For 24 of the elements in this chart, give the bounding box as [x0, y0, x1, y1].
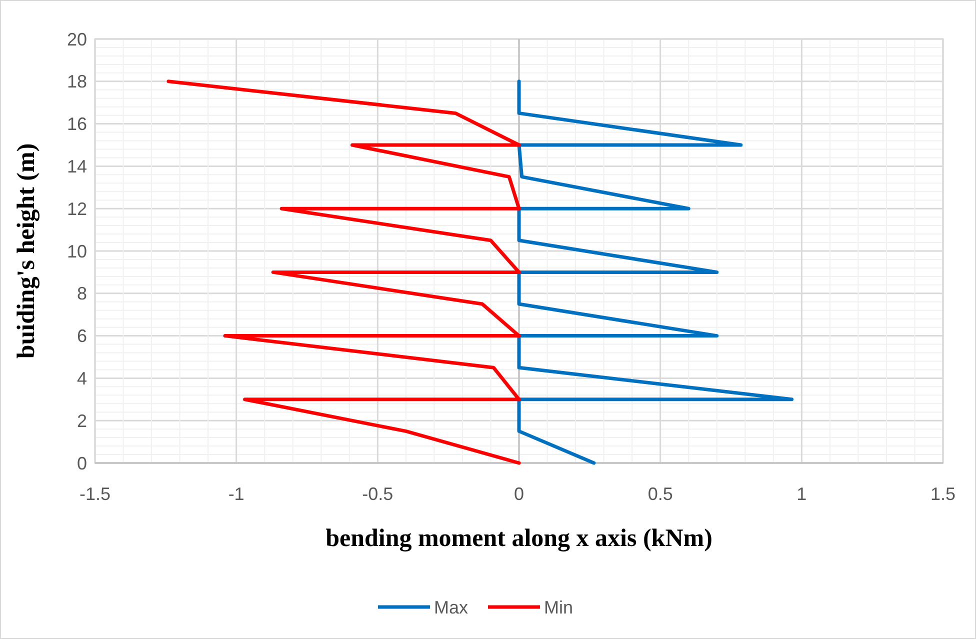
x-tick-label: -0.5: [362, 484, 394, 504]
x-tick-label: 1: [796, 484, 807, 504]
x-tick-label: 1.5: [930, 484, 956, 504]
y-tick-label: 2: [76, 410, 87, 431]
y-tick-label: 20: [66, 29, 87, 50]
x-axis-title: bending moment along x axis (kNm): [326, 525, 712, 552]
x-tick-label: 0: [514, 484, 524, 504]
line-series: [517, 80, 794, 465]
x-tick-label: 0.5: [648, 484, 673, 504]
x-tick-label: -1.5: [79, 484, 111, 504]
x-tick-label: -1: [228, 484, 244, 504]
line-series: [166, 80, 521, 465]
y-tick-label: 0: [76, 453, 87, 474]
y-tick-label: 4: [76, 368, 87, 388]
legend-label: Max: [434, 597, 468, 618]
y-tick-label: 14: [66, 156, 87, 176]
legend-label: Min: [544, 597, 574, 618]
y-tick-label: 6: [76, 326, 87, 346]
y-tick-label: 16: [66, 114, 87, 134]
y-axis-title: buiding's height (m): [13, 143, 40, 359]
y-tick-label: 12: [66, 198, 87, 219]
y-tick-label: 8: [76, 284, 87, 304]
y-tick-label: 10: [66, 241, 87, 262]
y-tick-label: 18: [66, 72, 87, 92]
